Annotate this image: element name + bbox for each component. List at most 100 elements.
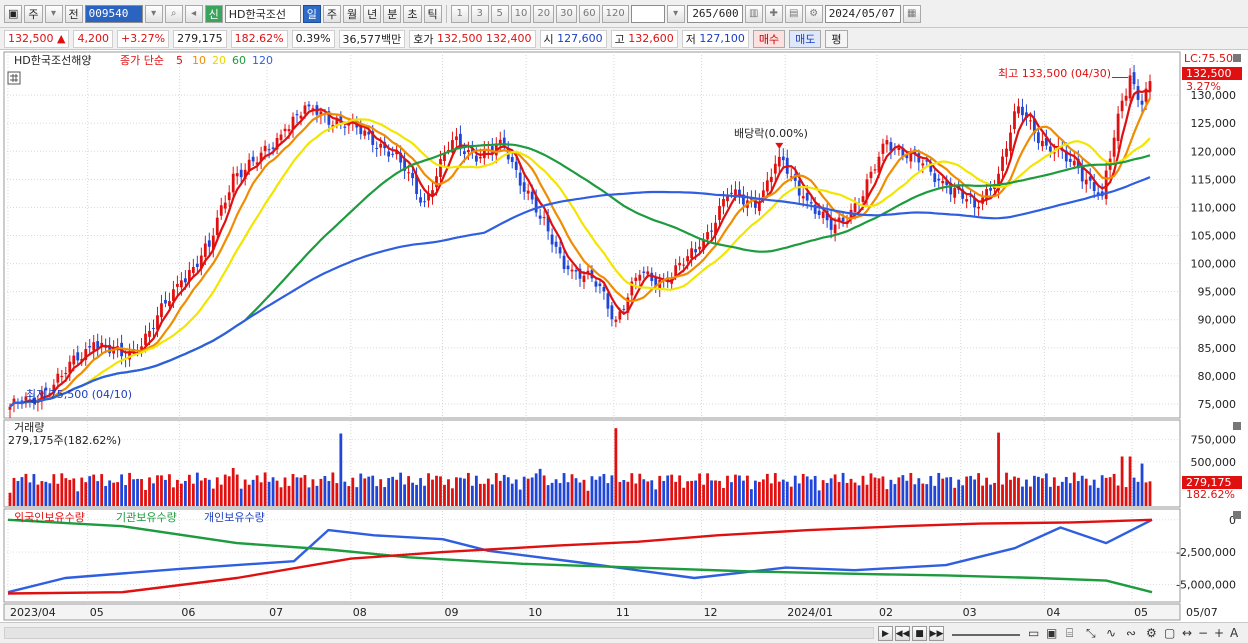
volume-bar <box>702 484 705 506</box>
price-panel-close-icon[interactable] <box>1233 54 1241 62</box>
copy-icon[interactable]: ▣ <box>1046 626 1058 640</box>
x-tick-label: 05 <box>1134 606 1148 619</box>
chevron-down-icon[interactable]: ▾ <box>44 4 63 23</box>
tab-week[interactable]: 주 <box>322 4 342 23</box>
stock-chart[interactable]: 75,00080,00085,00090,00095,000100,000105… <box>0 50 1248 622</box>
candle-body <box>825 210 829 221</box>
stop-icon[interactable]: ■ <box>912 626 927 641</box>
custom-interval-input[interactable] <box>630 4 665 23</box>
candle-body <box>431 190 434 197</box>
ma120-label: 120 <box>252 54 273 67</box>
candle-body <box>937 178 941 181</box>
wave-icon[interactable]: ∿ <box>1106 626 1117 640</box>
chart-menu-icon[interactable]: ▣ <box>4 4 23 23</box>
volume-bar <box>191 483 195 506</box>
interval-dropdown-icon[interactable]: ▾ <box>666 4 685 23</box>
candle-style-icon[interactable]: ▥ <box>744 4 763 23</box>
display-count-input[interactable]: 265/600 <box>686 4 743 23</box>
tab-second[interactable]: 초 <box>403 4 422 23</box>
interval-60[interactable]: 60 <box>578 4 600 23</box>
volume-bar <box>343 481 347 506</box>
price-legend-name: HD한국조선해양 <box>14 53 91 67</box>
candle-body <box>726 196 729 202</box>
rewind-icon[interactable]: ◀◀ <box>895 626 910 641</box>
interval-5[interactable]: 5 <box>490 4 509 23</box>
candle-body <box>901 147 905 157</box>
tab-minute[interactable]: 분 <box>383 4 402 23</box>
gear-icon[interactable]: ⚙ <box>804 4 823 23</box>
grid-toggle-icon[interactable] <box>7 71 21 85</box>
candle-body <box>953 188 957 198</box>
volume-bar <box>989 484 992 506</box>
scroll-right-icon[interactable]: ▶ <box>878 626 893 641</box>
interval-30[interactable]: 30 <box>556 4 577 23</box>
volume-title: 거래량 <box>14 421 44 434</box>
volume-bar <box>730 482 733 506</box>
volume-bar <box>1001 484 1004 506</box>
volume-bar <box>977 473 981 506</box>
volume-bar <box>283 477 287 506</box>
volume-bar <box>674 481 678 506</box>
interval-20[interactable]: 20 <box>533 4 555 23</box>
eval-button[interactable]: 평 <box>825 29 848 48</box>
tab-month[interactable]: 월 <box>343 4 362 23</box>
interval-1[interactable]: 1 <box>450 4 469 23</box>
wave2-icon[interactable]: ∾ <box>1126 626 1137 640</box>
period-mode-button[interactable]: 전 <box>64 4 83 23</box>
candle-body <box>985 189 988 201</box>
scroll-track[interactable] <box>4 627 874 639</box>
sound-icon[interactable]: ◂ <box>184 4 203 23</box>
candle-body <box>399 152 403 163</box>
layout-icon[interactable]: ▭ <box>1028 626 1040 640</box>
tab-day[interactable]: 일 <box>302 4 321 23</box>
candle-body <box>367 131 371 135</box>
tab-year[interactable]: 년 <box>363 4 382 23</box>
crosshair-icon[interactable]: ✚ <box>764 4 783 23</box>
volume-bar <box>76 491 80 506</box>
tab-tick[interactable]: 틱 <box>423 4 442 23</box>
volume-panel-close-icon[interactable] <box>1233 422 1241 430</box>
bid-price: 132,400 <box>486 32 532 45</box>
volume-last-tag <box>1182 476 1242 489</box>
chart-type-select[interactable]: 주 <box>24 4 43 23</box>
window-icon[interactable]: ▢ <box>1164 626 1176 640</box>
fast-forward-icon[interactable]: ▶▶ <box>929 626 944 641</box>
date-input[interactable]: 2024/05/07 <box>824 4 901 23</box>
stock-code-input[interactable]: 009540 <box>84 4 143 23</box>
candle-body <box>231 173 235 193</box>
sell-button[interactable]: 매도 <box>789 29 822 48</box>
zoom-in-icon[interactable]: + <box>1214 626 1225 640</box>
holdings-tick-label: -2,500,000 <box>1176 546 1236 559</box>
candle-body <box>243 169 247 180</box>
candle-body <box>650 272 654 282</box>
candle-body <box>989 188 992 191</box>
candle-body <box>211 235 215 250</box>
interval-10[interactable]: 10 <box>510 4 532 23</box>
volume-bar <box>399 472 403 506</box>
candle-body <box>817 210 821 216</box>
arrows-icon[interactable]: ↔ <box>1182 626 1193 640</box>
calendar-icon[interactable]: ▦ <box>902 4 921 23</box>
holdings-panel-close-icon[interactable] <box>1233 511 1241 519</box>
volume-bar <box>1009 479 1012 506</box>
interval-120[interactable]: 120 <box>601 4 629 23</box>
zoom-out-icon[interactable]: − <box>1198 626 1209 640</box>
tool-icon[interactable]: ⤡ <box>1086 626 1096 640</box>
buy-button[interactable]: 매수 <box>752 29 786 48</box>
save-icon[interactable]: ▤ <box>784 4 803 23</box>
search-icon[interactable]: ⌕ <box>164 4 183 23</box>
volume-bar <box>116 482 120 506</box>
volume-bar <box>618 481 622 506</box>
volume-bar <box>793 475 797 506</box>
volume-bar <box>546 485 550 506</box>
text-tool-icon[interactable]: A <box>1230 626 1239 640</box>
settings-icon[interactable]: ⚙ <box>1146 626 1157 640</box>
candle-body <box>44 387 48 391</box>
ruler-icon[interactable]: ⌸ <box>1066 626 1074 640</box>
volume-bar <box>849 478 853 506</box>
zoom-slider[interactable] <box>952 626 1020 636</box>
code-dropdown-icon[interactable]: ▾ <box>144 4 163 23</box>
low-marker-arrow <box>23 400 31 403</box>
interval-3[interactable]: 3 <box>470 4 489 23</box>
volume-bar <box>845 482 849 506</box>
